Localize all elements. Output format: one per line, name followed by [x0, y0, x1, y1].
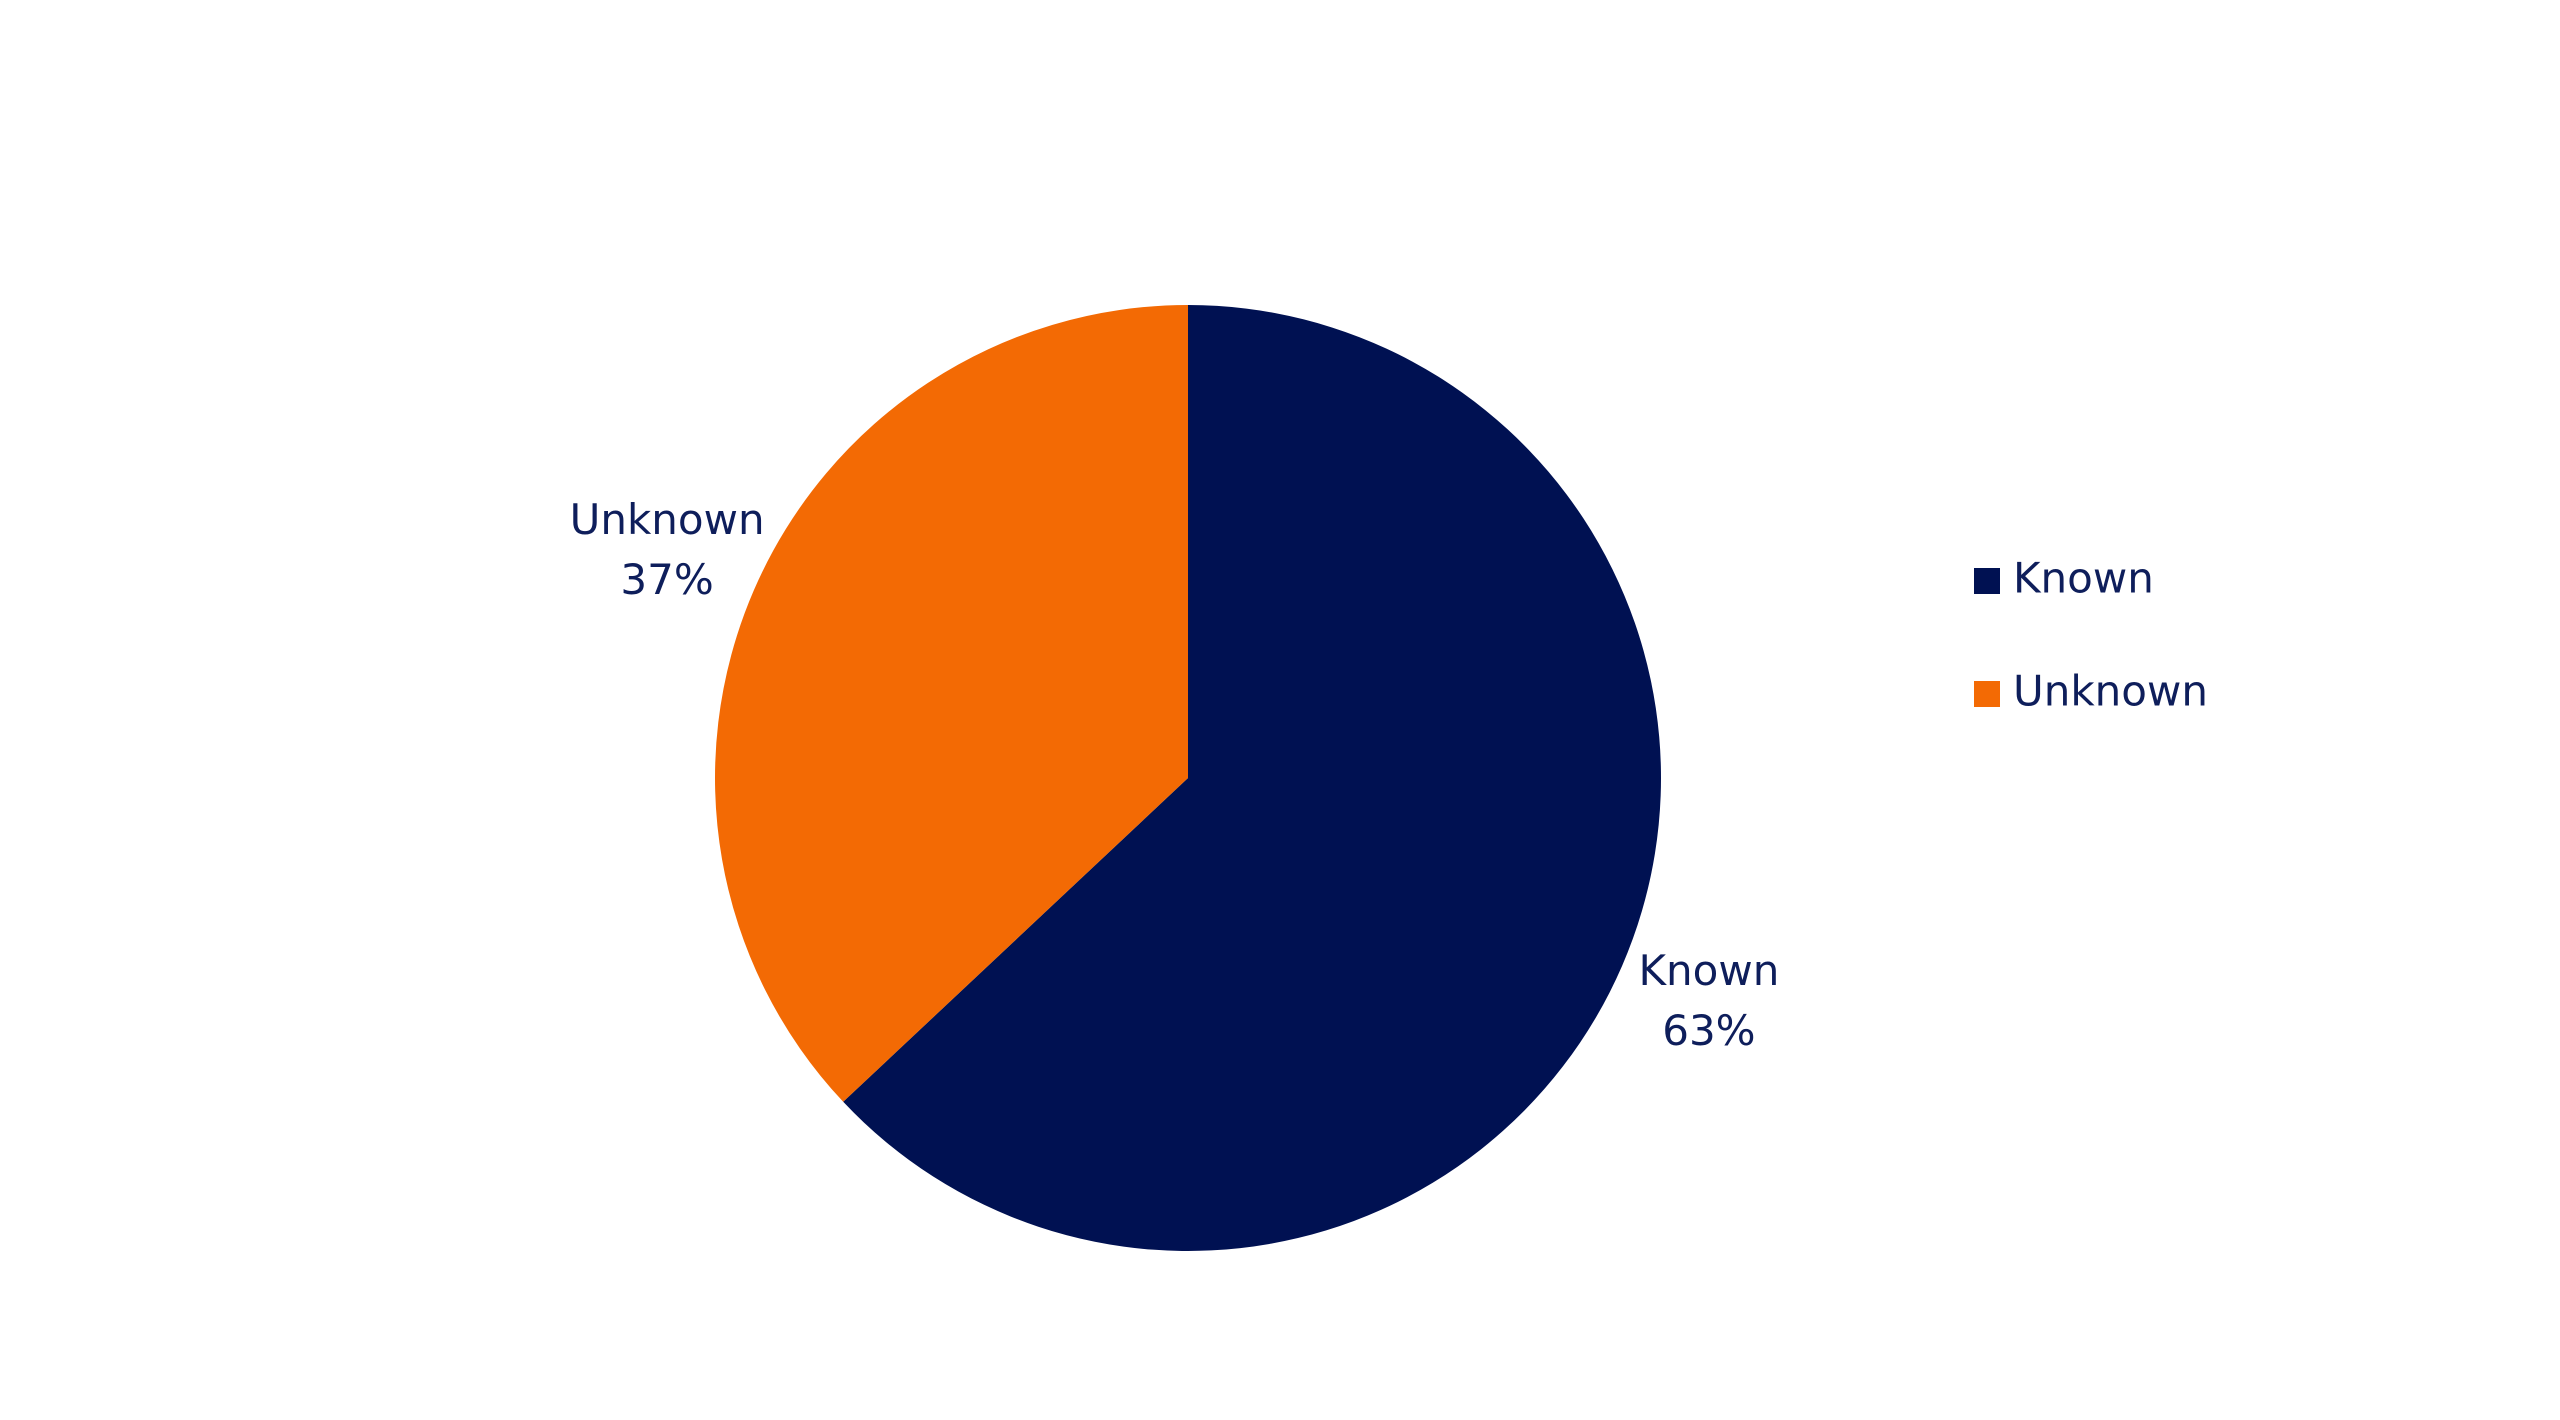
pie-slice	[843, 305, 1661, 1251]
legend-swatch	[1974, 568, 2000, 594]
data-label-name: Unknown	[570, 495, 765, 544]
data-label-value: 37%	[620, 555, 713, 604]
data-label-name: Known	[1639, 946, 1780, 995]
pie-slice	[714, 305, 1188, 1102]
legend-label: Unknown	[2013, 667, 2208, 716]
legend-swatch	[1974, 681, 2000, 707]
legend-label: Known	[2013, 554, 2154, 603]
data-label-value: 63%	[1662, 1006, 1755, 1055]
